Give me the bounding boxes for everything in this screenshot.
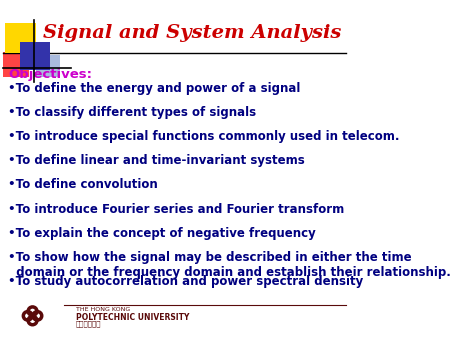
Text: Signal and System Analysis: Signal and System Analysis [43, 24, 341, 42]
Text: •To explain the concept of negative frequency: •To explain the concept of negative freq… [8, 227, 316, 240]
Text: •To define the energy and power of a signal: •To define the energy and power of a sig… [8, 82, 301, 95]
Text: THE HONG KONG: THE HONG KONG [76, 307, 130, 312]
Text: •To define convolution: •To define convolution [8, 178, 158, 191]
Text: POLYTECHNIC UNIVERSITY: POLYTECHNIC UNIVERSITY [76, 313, 189, 322]
Bar [5, 23, 36, 53]
Text: •To classify different types of signals: •To classify different types of signals [8, 106, 256, 119]
Text: •To introduce special functions commonly used in telecom.: •To introduce special functions commonly… [8, 130, 400, 143]
Text: 香港理工大學: 香港理工大學 [76, 320, 101, 327]
Text: •To show how the signal may be described in either the time
  domain or the freq: •To show how the signal may be described… [8, 251, 450, 279]
Bar [36, 55, 60, 77]
Bar [20, 42, 50, 70]
Text: •To define linear and time-invariant systems: •To define linear and time-invariant sys… [8, 154, 305, 167]
Text: •To study autocorrelation and power spectral density: •To study autocorrelation and power spec… [8, 275, 364, 288]
Text: Objectives:: Objectives: [8, 68, 92, 81]
Text: •To introduce Fourier series and Fourier transform: •To introduce Fourier series and Fourier… [8, 202, 345, 216]
Bar [3, 52, 29, 77]
